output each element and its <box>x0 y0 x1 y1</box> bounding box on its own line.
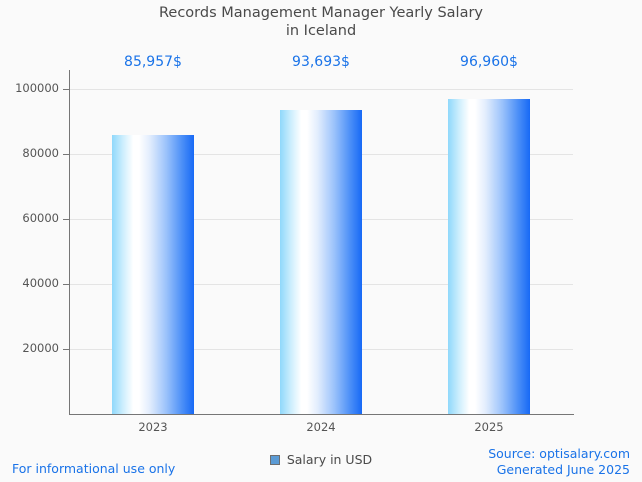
generated-date-line: Generated June 2025 <box>496 461 630 477</box>
bar-value-label: 96,960$ <box>460 54 518 70</box>
source-line: Source: optisalary.com <box>488 446 630 461</box>
y-axis-line <box>69 70 70 415</box>
y-axis-tick-label: 80000 <box>22 146 59 161</box>
source-attribution: Source: optisalary.com Generated June 20… <box>488 446 630 477</box>
bar-2024[interactable] <box>280 109 362 414</box>
plot-area <box>69 70 573 414</box>
y-axis-tick-label: 40000 <box>22 276 59 291</box>
y-axis-tick-mark <box>63 219 69 221</box>
x-axis-tick-label-2024: 2024 <box>306 420 336 434</box>
x-axis-tick-label-2025: 2025 <box>474 420 504 434</box>
chart-title: Records Management Manager Yearly Salary… <box>0 4 642 40</box>
gridline <box>69 89 573 91</box>
x-axis-line <box>69 414 574 415</box>
y-axis-tick-mark <box>63 349 69 351</box>
y-axis-tick-mark <box>63 89 69 91</box>
legend-color-swatch <box>269 454 280 465</box>
legend-item-label: Salary in USD <box>286 452 373 467</box>
disclaimer-text: For informational use only <box>12 461 176 476</box>
bar-value-label: 85,957$ <box>124 54 182 70</box>
y-axis-tick-label: 60000 <box>22 211 59 226</box>
bar-2025[interactable] <box>448 99 530 414</box>
y-axis-tick-label: 20000 <box>22 341 59 356</box>
x-axis-tick-label-2023: 2023 <box>138 420 168 434</box>
y-axis-tick-label: 100000 <box>15 81 59 96</box>
chart-title-line1: Records Management Manager Yearly Salary <box>158 5 484 21</box>
y-axis-tick-mark <box>63 154 69 156</box>
chart-title-line2: in Iceland <box>285 23 357 39</box>
y-axis-tick-mark <box>63 284 69 286</box>
chart-legend: Salary in USD <box>0 453 642 466</box>
bar-2023[interactable] <box>112 135 194 414</box>
bar-value-label: 93,693$ <box>292 54 350 70</box>
